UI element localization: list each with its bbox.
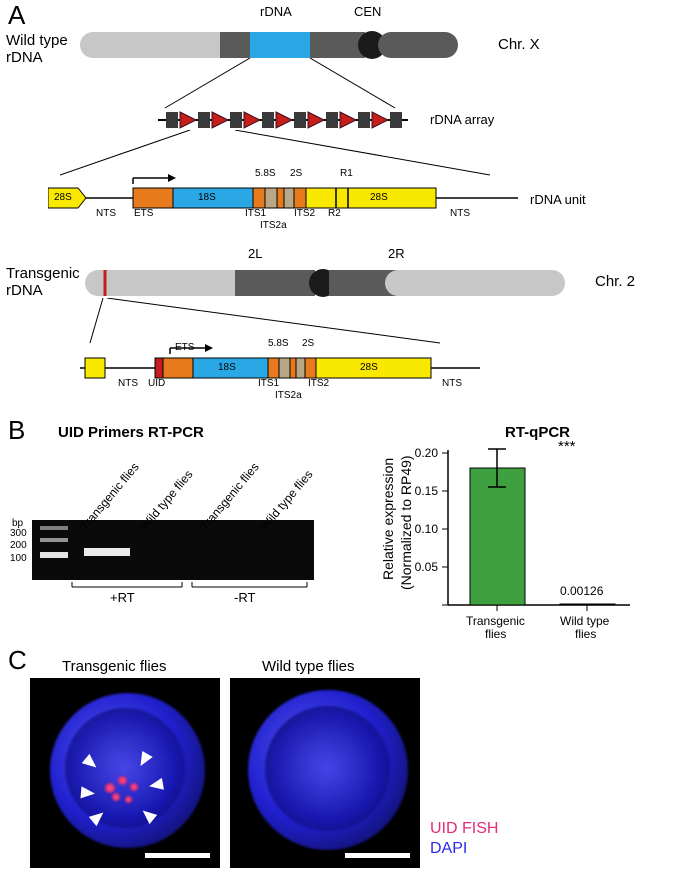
xcat1b: flies: [485, 627, 506, 641]
rdna-array-label: rDNA array: [430, 112, 494, 127]
r1-label: R1: [340, 168, 353, 179]
s2-label: 2S: [290, 168, 302, 179]
tg-58s: 5.8S: [268, 338, 289, 349]
rdna-unit-label: rDNA unit: [530, 192, 586, 207]
xcat1: Transgenic: [466, 614, 525, 628]
ylabel2: (Normalized to RP49): [398, 455, 414, 590]
scalebar-left: [145, 853, 210, 858]
chrx-label: Chr. X: [498, 36, 540, 53]
wildtype-label2: rDNA: [6, 49, 43, 66]
xcat2b: flies: [575, 627, 596, 641]
gel-image: [32, 520, 314, 580]
svg-text:0.15: 0.15: [415, 484, 439, 498]
svg-text:0.10: 0.10: [415, 522, 439, 536]
plusrt-label: +RT: [110, 590, 135, 605]
s28-right-label: 28S: [370, 192, 388, 203]
tg-ets: ETS: [175, 342, 194, 353]
c-right-title: Wild type flies: [262, 658, 355, 675]
svg-text:0.05: 0.05: [415, 560, 439, 574]
fish-label: UID FISH: [430, 820, 498, 838]
tg-its1: ITS1: [258, 378, 279, 389]
cen-label: CEN: [354, 4, 381, 19]
panel-a-letter: A: [8, 0, 25, 31]
rt-brackets: [32, 582, 322, 602]
transgenic-label2: rDNA: [6, 282, 43, 299]
r2-label: R2: [328, 208, 341, 219]
wildtype-label: Wild type: [6, 32, 68, 49]
its2-label: ITS2: [294, 208, 315, 219]
transgenic-line1: Transgenic: [6, 265, 80, 282]
tg-its2: ITS2: [308, 378, 329, 389]
bp200-label: 200: [10, 540, 27, 551]
wt-value-label: 0.00126: [560, 584, 603, 598]
wildtype-label-line1: Wild type: [6, 32, 68, 49]
arm2r-label: 2R: [388, 246, 405, 261]
rdna-unit-diagram: [48, 170, 548, 230]
tg-its2a: ITS2a: [275, 390, 302, 401]
nts-left-label: NTS: [96, 208, 116, 219]
sig-label: ***: [558, 438, 576, 455]
rdna-label: rDNA: [260, 4, 292, 19]
its1-label: ITS1: [245, 208, 266, 219]
transgenic-line2: rDNA: [6, 282, 43, 299]
microscopy-wildtype: [230, 678, 420, 868]
arm2l-label: 2L: [248, 246, 262, 261]
chr2-label: Chr. 2: [595, 273, 635, 290]
dapi-label: DAPI: [430, 840, 467, 858]
tg-2s: 2S: [302, 338, 314, 349]
ylabel1: Relative expression: [380, 458, 396, 580]
s58-label: 5.8S: [255, 168, 276, 179]
c-left-title: Transgenic flies: [62, 658, 167, 675]
uid-primers-title: UID Primers RT-PCR: [58, 424, 204, 441]
its2a-label: ITS2a: [260, 220, 287, 231]
s18-label: 18S: [198, 192, 216, 203]
bp100-label: 100: [10, 553, 27, 564]
xcat2: Wild type: [560, 614, 609, 628]
panel-b-letter: B: [8, 415, 25, 446]
rtqpcr-bar-chart: 0.05 0.10 0.15 0.20: [400, 440, 650, 640]
ets-label: ETS: [134, 208, 153, 219]
tg-28s: 28S: [360, 362, 378, 373]
tg-uid: UID: [148, 378, 165, 389]
rdna-array-diagram: [158, 108, 408, 132]
nts-right-label: NTS: [450, 208, 470, 219]
tg-18s: 18S: [218, 362, 236, 373]
wildtype-label-line2: rDNA: [6, 49, 43, 66]
transgenic-label: Transgenic: [6, 265, 80, 282]
s28-left-label: 28S: [54, 192, 72, 203]
bp300-label: 300: [10, 528, 27, 539]
svg-text:0.20: 0.20: [415, 446, 439, 460]
panel-c-letter: C: [8, 645, 27, 676]
scalebar-right: [345, 853, 410, 858]
tg-nts-right: NTS: [442, 378, 462, 389]
tg-nts-left: NTS: [118, 378, 138, 389]
minusrt-label: -RT: [234, 590, 255, 605]
microscopy-transgenic: [30, 678, 220, 868]
